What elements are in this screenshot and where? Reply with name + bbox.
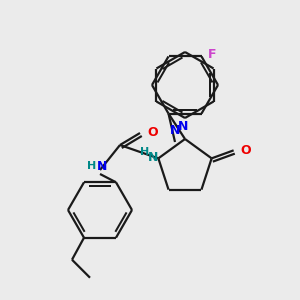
- Text: O: O: [147, 127, 158, 140]
- Text: N: N: [97, 160, 107, 172]
- Text: N: N: [178, 120, 188, 133]
- Text: N: N: [148, 151, 159, 164]
- Text: O: O: [241, 144, 251, 157]
- Text: H: H: [87, 161, 97, 171]
- Text: H: H: [140, 147, 149, 157]
- Text: F: F: [208, 48, 216, 61]
- Text: N: N: [170, 124, 180, 137]
